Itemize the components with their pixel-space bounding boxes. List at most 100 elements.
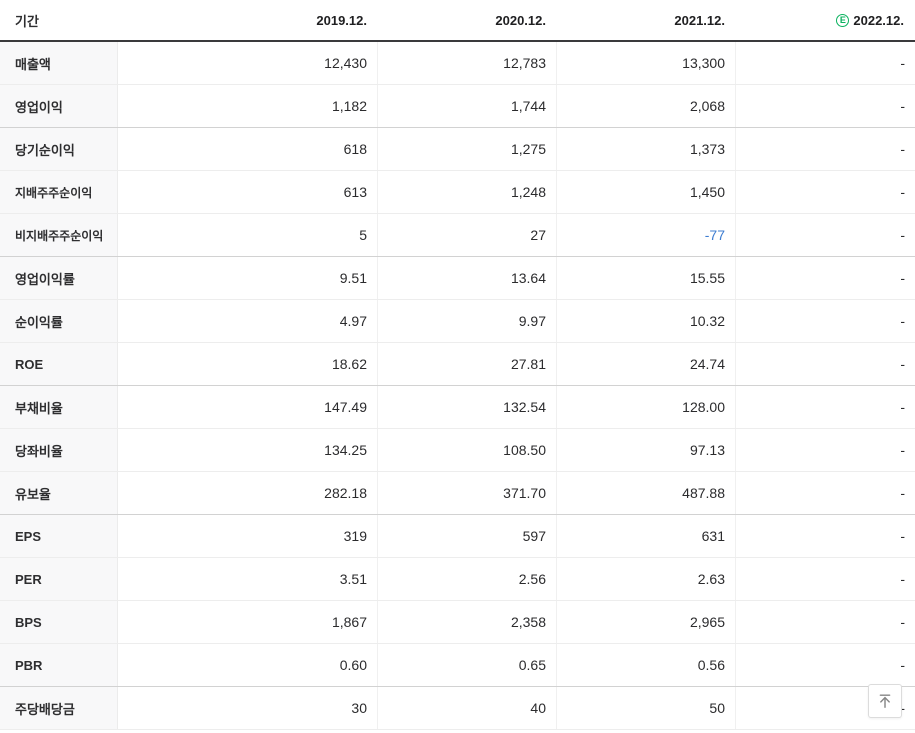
table-row: ROE 18.62 27.81 24.74 -	[0, 343, 915, 386]
value-cell: -	[900, 399, 905, 415]
table-row: 영업이익 1,182 1,744 2,068 -	[0, 85, 915, 128]
value-cell: 1,182	[118, 85, 378, 127]
column-header-202212: E 2022.12.	[736, 0, 915, 40]
value-cell: 371.70	[378, 472, 557, 514]
value-cell: -	[900, 98, 905, 114]
value-cell: 618	[118, 128, 378, 170]
value-cell: -	[900, 657, 905, 673]
row-label: 지배주주순이익	[0, 171, 118, 213]
row-label: 영업이익	[0, 85, 118, 127]
value-cell: 487.88	[557, 472, 736, 514]
value-cell: 2.63	[557, 558, 736, 600]
value-cell: 147.49	[118, 386, 378, 428]
value-cell: 12,783	[378, 42, 557, 84]
estimate-badge-icon: E	[836, 13, 850, 27]
value-cell: 319	[118, 515, 378, 557]
value-cell: -	[900, 55, 905, 71]
table-row: 순이익률 4.97 9.97 10.32 -	[0, 300, 915, 343]
value-cell: -	[900, 700, 905, 716]
value-cell: 30	[118, 687, 378, 729]
value-cell: -	[900, 313, 905, 329]
value-cell: 631	[557, 515, 736, 557]
value-cell: 24.74	[557, 343, 736, 385]
value-cell: -	[900, 270, 905, 286]
column-header-label: 2020.12.	[495, 12, 546, 28]
value-cell: 132.54	[378, 386, 557, 428]
value-cell: 1,248	[378, 171, 557, 213]
row-label: 순이익률	[0, 300, 118, 342]
row-label: BPS	[0, 601, 118, 643]
table-row: 당기순이익 618 1,275 1,373 -	[0, 128, 915, 171]
value-cell: -	[900, 485, 905, 501]
value-cell: 0.56	[557, 644, 736, 686]
arrow-up-icon	[875, 691, 895, 711]
value-cell: 27	[378, 214, 557, 256]
row-label: 유보율	[0, 472, 118, 514]
table-body: 매출액 12,430 12,783 13,300- 영업이익 1,182 1,744 2,06…	[0, 42, 915, 730]
value-cell: 40	[378, 687, 557, 729]
row-label: PER	[0, 558, 118, 600]
scroll-to-top-button[interactable]	[868, 684, 902, 718]
value-cell: -	[900, 442, 905, 458]
table-row: 매출액 12,430 12,783 13,300 -	[0, 42, 915, 85]
table-row: 주당배당금 30 40 50 -	[0, 687, 915, 730]
value-cell: 97.13	[557, 429, 736, 471]
row-label: 부채비율	[0, 386, 118, 428]
value-cell: -	[900, 528, 905, 544]
table-row: 영업이익률 9.51 13.64 15.55 -	[0, 257, 915, 300]
row-label: 당기순이익	[0, 128, 118, 170]
value-cell: 5	[118, 214, 378, 256]
column-header-202112: 2021.12.	[557, 0, 736, 40]
value-cell: 3.51	[118, 558, 378, 600]
table-row: 비지배주주순이익 5 27 -77 -	[0, 214, 915, 257]
value-cell: 12,430	[118, 42, 378, 84]
table-row: BPS 1,867 2,358 2,965 -	[0, 601, 915, 644]
value-cell: -	[900, 356, 905, 372]
table-row: 유보율 282.18 371.70 487.88 -	[0, 472, 915, 515]
column-header-label: 2022.12.	[853, 12, 904, 28]
value-cell: 13,300	[557, 42, 736, 84]
value-cell: 1,275	[378, 128, 557, 170]
value-cell: -77	[557, 214, 736, 256]
value-cell: 18.62	[118, 343, 378, 385]
value-cell: 1,373	[557, 128, 736, 170]
value-cell: 597	[378, 515, 557, 557]
table-row: EPS 319 597 631 -	[0, 515, 915, 558]
table-row: PBR 0.60 0.65 0.56 -	[0, 644, 915, 687]
value-cell: 9.97	[378, 300, 557, 342]
period-header-label: 기간	[0, 0, 118, 40]
value-cell: -	[900, 614, 905, 630]
value-cell: 15.55	[557, 257, 736, 299]
value-cell: 2,068	[557, 85, 736, 127]
value-cell: -	[900, 227, 905, 243]
table-row: 부채비율 147.49 132.54 128.00 -	[0, 386, 915, 429]
value-cell: 128.00	[557, 386, 736, 428]
row-label: 비지배주주순이익	[0, 214, 118, 256]
row-label: 주당배당금	[0, 687, 118, 729]
table-row: 당좌비율 134.25 108.50 97.13 -	[0, 429, 915, 472]
value-cell: 134.25	[118, 429, 378, 471]
column-header-label: 2019.12.	[316, 12, 367, 28]
value-cell: -	[900, 184, 905, 200]
column-header-201912: 2019.12.	[118, 0, 378, 40]
value-cell: -	[900, 141, 905, 157]
table-row: 지배주주순이익 613 1,248 1,450 -	[0, 171, 915, 214]
value-cell: 9.51	[118, 257, 378, 299]
value-cell: 13.64	[378, 257, 557, 299]
row-label: EPS	[0, 515, 118, 557]
value-cell: 50	[557, 687, 736, 729]
table-header-row: 기간 2019.12. 2020.12. 2021.12. E 2022.12.	[0, 0, 915, 42]
value-cell: 1,450	[557, 171, 736, 213]
value-cell: 0.60	[118, 644, 378, 686]
value-cell: 1,744	[378, 85, 557, 127]
row-label: PBR	[0, 644, 118, 686]
value-cell: -	[900, 571, 905, 587]
value-cell: 2,358	[378, 601, 557, 643]
row-label: 영업이익률	[0, 257, 118, 299]
value-cell: 0.65	[378, 644, 557, 686]
column-header-202012: 2020.12.	[378, 0, 557, 40]
value-cell: 2,965	[557, 601, 736, 643]
value-cell: 10.32	[557, 300, 736, 342]
value-cell: 108.50	[378, 429, 557, 471]
